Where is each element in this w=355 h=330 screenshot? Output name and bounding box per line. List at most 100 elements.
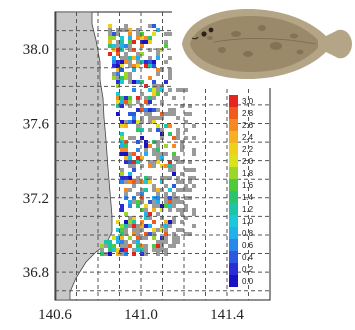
survey-cell bbox=[172, 216, 176, 220]
cpue-cell bbox=[152, 60, 156, 64]
survey-cell bbox=[132, 240, 136, 244]
survey-cell bbox=[188, 180, 192, 184]
cpue-cell bbox=[164, 224, 168, 228]
survey-cell bbox=[180, 148, 184, 152]
survey-cell bbox=[168, 224, 172, 228]
cpue-cell bbox=[156, 68, 160, 72]
survey-cell bbox=[140, 236, 144, 240]
colorbar: 3.0 2.8 2.6 2.4 2.2 2.0 1.8 1.6 1.4 1.2 … bbox=[229, 95, 254, 287]
survey-cell bbox=[176, 228, 180, 232]
survey-cell bbox=[116, 76, 120, 80]
survey-cell bbox=[140, 228, 144, 232]
cpue-cell bbox=[168, 160, 172, 164]
survey-cell bbox=[180, 228, 184, 232]
cpue-cell bbox=[120, 80, 124, 84]
survey-cell bbox=[108, 32, 112, 36]
cpue-cell bbox=[120, 104, 124, 108]
cpue-cell bbox=[136, 108, 140, 112]
cpue-cell bbox=[144, 108, 148, 112]
cpue-cell bbox=[128, 40, 132, 44]
fish-body bbox=[190, 16, 318, 72]
cpue-cell bbox=[140, 32, 144, 36]
cpue-cell bbox=[152, 208, 156, 212]
colorbar-swatch bbox=[229, 215, 238, 227]
cpue-cell bbox=[164, 164, 168, 168]
cpue-cell bbox=[124, 96, 128, 100]
survey-cell bbox=[188, 160, 192, 164]
survey-cell bbox=[176, 236, 180, 240]
cpue-cell bbox=[136, 36, 140, 40]
survey-cell bbox=[180, 104, 184, 108]
cpue-cell bbox=[124, 156, 128, 160]
cpue-cell bbox=[136, 56, 140, 60]
survey-cell bbox=[152, 164, 156, 168]
survey-cell bbox=[120, 56, 124, 60]
cpue-cell bbox=[152, 108, 156, 112]
survey-cell bbox=[172, 220, 176, 224]
survey-cell bbox=[128, 44, 132, 48]
fish-lateral-line bbox=[213, 38, 317, 45]
survey-cell bbox=[192, 184, 196, 188]
colorbar-swatch bbox=[229, 203, 238, 215]
survey-cell bbox=[168, 68, 172, 72]
survey-cell bbox=[116, 44, 120, 48]
survey-cell bbox=[116, 40, 120, 44]
survey-cell bbox=[156, 108, 160, 112]
cpue-cell bbox=[136, 156, 140, 160]
cpue-cell bbox=[116, 52, 120, 56]
colorbar-swatch bbox=[229, 143, 238, 155]
cpue-cell bbox=[168, 200, 172, 204]
survey-cell bbox=[184, 128, 188, 132]
survey-cell bbox=[136, 124, 140, 128]
cpue-cell bbox=[156, 196, 160, 200]
cpue-cell bbox=[172, 136, 176, 140]
survey-cell bbox=[176, 156, 180, 160]
survey-cell bbox=[176, 116, 180, 120]
survey-cell bbox=[192, 212, 196, 216]
survey-cell bbox=[176, 160, 180, 164]
cpue-cell bbox=[136, 128, 140, 132]
cpue-cell bbox=[124, 148, 128, 152]
survey-cell bbox=[140, 188, 144, 192]
cpue-cell bbox=[136, 240, 140, 244]
survey-cell bbox=[148, 48, 152, 52]
cpue-cell bbox=[128, 56, 132, 60]
cpue-cell bbox=[128, 200, 132, 204]
cpue-cell bbox=[144, 212, 148, 216]
cpue-cell bbox=[132, 68, 136, 72]
survey-cell bbox=[192, 124, 196, 128]
cpue-cell bbox=[140, 156, 144, 160]
survey-cell bbox=[124, 28, 128, 32]
survey-cell bbox=[144, 236, 148, 240]
survey-cell bbox=[184, 188, 188, 192]
survey-cell bbox=[164, 240, 168, 244]
cpue-cell bbox=[108, 244, 112, 248]
survey-cell bbox=[188, 168, 192, 172]
survey-cell bbox=[188, 112, 192, 116]
survey-cell bbox=[128, 72, 132, 76]
cpue-cell bbox=[116, 248, 120, 252]
survey-cell bbox=[172, 96, 176, 100]
cpue-cell bbox=[148, 64, 152, 68]
cpue-cell bbox=[128, 28, 132, 32]
survey-cell bbox=[152, 188, 156, 192]
fish-eye bbox=[208, 27, 214, 33]
colorbar-labels: 3.0 2.8 2.6 2.4 2.2 2.0 1.8 1.6 1.4 1.2 … bbox=[242, 97, 254, 286]
survey-cell bbox=[176, 128, 180, 132]
cpue-cell bbox=[156, 200, 160, 204]
cpue-cell bbox=[112, 32, 116, 36]
colorbar-swatch bbox=[229, 191, 238, 203]
survey-cell bbox=[152, 152, 156, 156]
cpue-cell bbox=[128, 96, 132, 100]
cpue-cell bbox=[124, 160, 128, 164]
survey-cell bbox=[172, 156, 176, 160]
cpue-cell bbox=[136, 140, 140, 144]
cpue-cell bbox=[116, 80, 120, 84]
cpue-cell bbox=[120, 136, 124, 140]
cpue-cell bbox=[112, 76, 116, 80]
y-tick-label: 37.2 bbox=[23, 191, 49, 207]
cpue-cell bbox=[152, 236, 156, 240]
survey-cell bbox=[164, 236, 168, 240]
survey-cell bbox=[112, 72, 116, 76]
cpue-cell bbox=[148, 88, 152, 92]
